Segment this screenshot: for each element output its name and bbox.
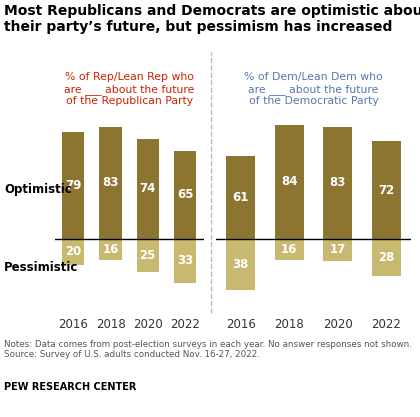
Text: 16: 16 [281,243,297,256]
Text: 25: 25 [139,249,156,262]
Text: 72: 72 [378,183,394,196]
Text: 61: 61 [232,191,249,204]
Bar [136,139,159,239]
Text: Most Republicans and Democrats are optimistic about
their party’s future, but pe: Most Republicans and Democrats are optim… [4,4,420,34]
Text: % of Dem/Lean Dem who
are ___ about the future
of the Democratic Party: % of Dem/Lean Dem who are ___ about the … [244,72,383,106]
Bar [62,239,84,266]
Text: 83: 83 [102,176,119,189]
Text: 65: 65 [177,188,193,201]
Bar [372,141,401,239]
Bar [100,239,122,260]
Text: Optimistic: Optimistic [4,183,72,196]
Text: 16: 16 [102,243,119,256]
Text: % of Rep/Lean Rep who
are ___ about the future
of the Republican Party: % of Rep/Lean Rep who are ___ about the … [64,72,194,106]
Text: 33: 33 [177,254,193,267]
Bar [372,239,401,276]
Text: Notes: Data comes from post-election surveys in each year. No answer responses n: Notes: Data comes from post-election sur… [4,340,412,359]
Text: 74: 74 [139,182,156,195]
Text: 79: 79 [65,179,81,192]
Text: 84: 84 [281,176,297,188]
Bar [275,126,304,239]
Text: 20: 20 [65,246,81,259]
Bar [62,132,84,239]
Bar [275,239,304,260]
Bar [323,239,352,261]
Bar [226,156,255,239]
Bar [100,127,122,239]
Text: 38: 38 [232,258,249,271]
Text: 17: 17 [330,244,346,256]
Text: PEW RESEARCH CENTER: PEW RESEARCH CENTER [4,382,136,392]
Bar [174,239,196,283]
Text: Pessimistic: Pessimistic [4,261,79,274]
Bar [174,151,196,239]
Text: 28: 28 [378,251,395,264]
Bar [226,239,255,290]
Text: 83: 83 [330,176,346,189]
Bar [323,127,352,239]
Bar [136,239,159,272]
